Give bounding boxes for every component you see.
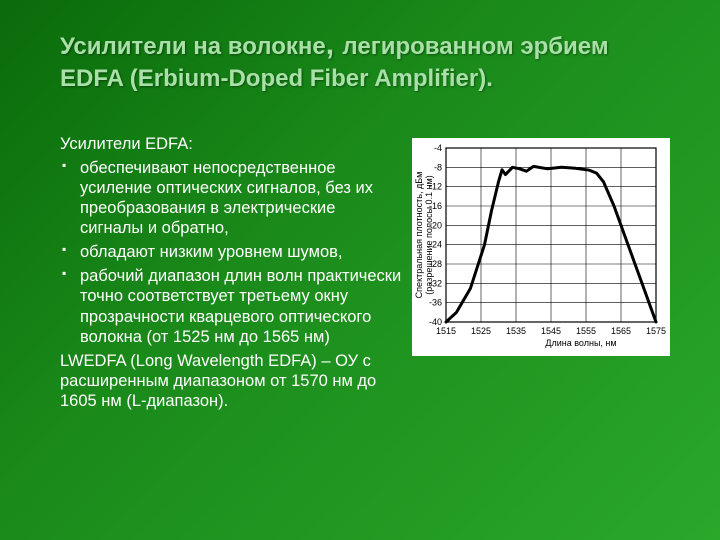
- title-part2: EDFA (Erbium-Doped Fiber Amplifier).: [60, 65, 493, 92]
- list-item: рабочий диапазон длин волн практически т…: [60, 266, 402, 347]
- svg-text:1525: 1525: [471, 326, 491, 336]
- svg-text:Спектральная плотность, дБм: Спектральная плотность, дБм: [414, 171, 424, 298]
- svg-text:-4: -4: [434, 143, 442, 153]
- svg-text:1545: 1545: [541, 326, 561, 336]
- content-row: Усилители EDFA: обеспечивают непосредств…: [60, 134, 670, 412]
- text-column: Усилители EDFA: обеспечивают непосредств…: [60, 134, 402, 412]
- list-item: обладают низким уровнем шумов,: [60, 242, 402, 262]
- slide-title: Усилители на волокне, легированном эрбие…: [60, 26, 670, 94]
- svg-text:-8: -8: [434, 162, 442, 172]
- svg-text:1575: 1575: [646, 326, 666, 336]
- svg-text:(разрешение полосы 0.1 нм): (разрешение полосы 0.1 нм): [424, 175, 434, 294]
- list-item: обеспечивают непосредственное усиление о…: [60, 158, 402, 239]
- svg-text:-40: -40: [429, 317, 442, 327]
- svg-text:-36: -36: [429, 297, 442, 307]
- title-comma: ,: [326, 28, 343, 61]
- svg-text:1515: 1515: [436, 326, 456, 336]
- svg-text:1535: 1535: [506, 326, 526, 336]
- svg-text:Длина волны, нм: Длина волны, нм: [545, 338, 616, 348]
- after-text: LWEDFA (Long Wavelength EDFA) – ОУ с рас…: [60, 351, 402, 411]
- svg-text:1565: 1565: [611, 326, 631, 336]
- title-part1b: легированном эрбием: [342, 33, 608, 60]
- chart-svg: 1515152515351545155515651575-4-8-12-16-2…: [412, 138, 670, 356]
- title-part1: Усилители на волокне: [60, 33, 326, 60]
- svg-text:1555: 1555: [576, 326, 596, 336]
- spectrum-chart: 1515152515351545155515651575-4-8-12-16-2…: [412, 138, 670, 356]
- lead-text: Усилители EDFA:: [60, 134, 402, 154]
- bullet-list: обеспечивают непосредственное усиление о…: [60, 158, 402, 347]
